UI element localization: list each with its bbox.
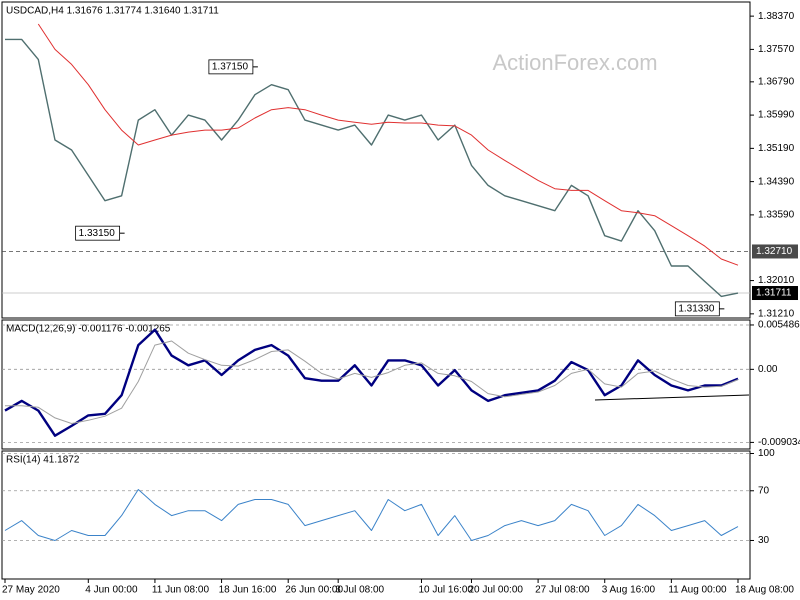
series-line [5, 340, 739, 424]
series-line [5, 38, 739, 298]
price-panel-frame [1, 1, 751, 319]
price-level-box [752, 286, 798, 301]
x-tick-label: 18 Aug 08:00 [735, 585, 794, 596]
x-tick-label: 27 Jul 08:00 [535, 585, 590, 596]
y-tick-label: 30 [758, 535, 770, 546]
annotation-box [75, 225, 121, 241]
panel-title: MACD(12,26,9) -0.001176 -0.001265 [6, 324, 171, 335]
x-tick-label: 18 Jun 16:00 [219, 585, 277, 596]
series-line [4, 328, 739, 437]
series-line [4, 489, 739, 541]
x-tick-label: 4 Jun 00:00 [85, 585, 138, 596]
rsi-panel-frame [1, 450, 751, 580]
x-tick-label: 20 Jul 00:00 [468, 585, 523, 596]
x-tick-label: 11 Jun 08:00 [152, 585, 210, 596]
y-tick-label: 1.35990 [758, 110, 795, 121]
watermark: ActionForex.com [492, 50, 657, 75]
annotation-label: 1.31330 [678, 303, 715, 314]
price-level-box [752, 244, 798, 259]
x-tick-label: 11 Aug 00:00 [668, 585, 727, 596]
x-tick-label: 3 Aug 16:00 [602, 585, 656, 596]
price-level-label: 1.32710 [756, 246, 793, 257]
y-tick-label: 1.35190 [758, 143, 795, 154]
x-tick-label: 3 Jul 08:00 [335, 585, 384, 596]
y-tick-label: 100 [758, 448, 775, 459]
y-tick-label: 1.34390 [758, 176, 795, 187]
panel-title: USDCAD,H4 1.31676 1.31774 1.31640 1.3171… [6, 6, 219, 17]
y-tick-label: 1.38370 [758, 11, 795, 22]
y-tick-label: 1.37570 [758, 44, 795, 55]
price-level-label: 1.31711 [756, 288, 792, 299]
x-tick-label: 10 Jul 16:00 [418, 585, 473, 596]
y-tick-label: 1.36790 [758, 76, 795, 87]
series-line [37, 23, 739, 266]
macd-panel-frame [1, 319, 751, 450]
annotation-label: 1.37150 [212, 62, 249, 73]
y-tick-label: 0.005486 [758, 320, 800, 331]
y-tick-label: 0.00 [758, 364, 778, 375]
x-tick-label: 26 Jun 00:00 [285, 585, 343, 596]
annotation-box [208, 59, 254, 75]
trend-line [594, 394, 750, 401]
y-tick-label: 1.32010 [758, 275, 795, 286]
y-tick-label: 70 [758, 485, 770, 496]
y-tick-label: 1.31210 [758, 308, 795, 319]
x-tick-label: 27 May 2020 [2, 585, 60, 596]
y-tick-label: 1.33590 [758, 210, 795, 221]
panel-title: RSI(14) 41.1872 [6, 455, 80, 466]
annotation-label: 1.33150 [79, 228, 116, 239]
annotation-box [674, 301, 720, 317]
y-tick-label: -0.009034 [758, 437, 800, 448]
